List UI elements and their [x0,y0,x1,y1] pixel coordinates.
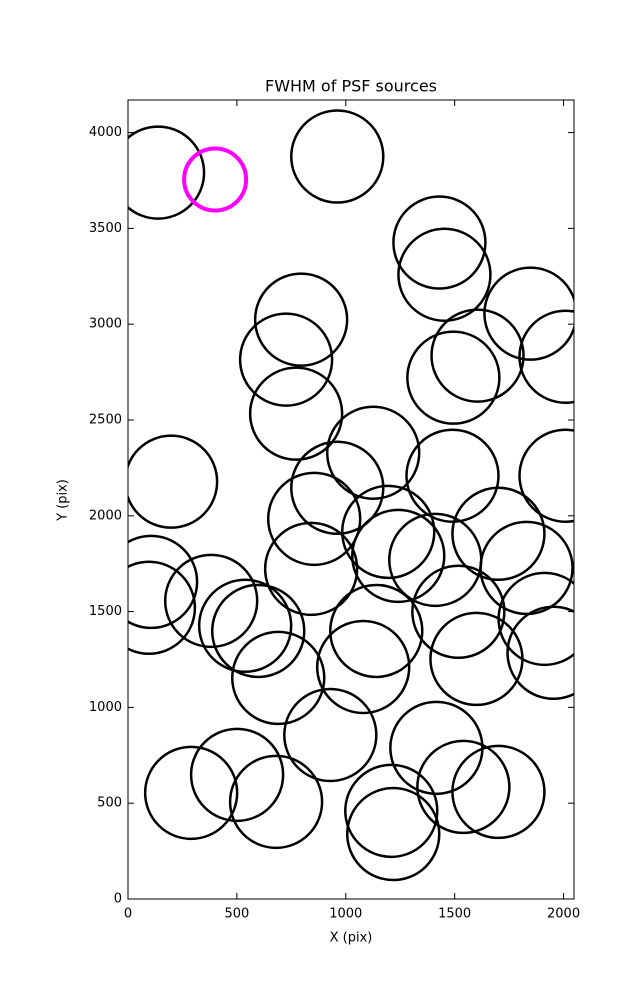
source-circle [231,630,326,726]
source-circle [406,330,501,425]
source-circle [197,578,293,674]
source-circle [405,428,500,523]
x-axis-label: X (pix) [330,931,373,946]
source-circle [430,308,525,403]
y-tick-label: 3000 [89,317,122,332]
y-tick-label: 2000 [89,508,122,523]
source-circle [429,611,524,707]
source-circle [506,605,574,701]
source-circle [189,727,285,823]
source-circle [210,583,306,679]
source-circle [253,272,349,367]
source-circle [340,484,436,580]
y-tick-label: 0 [114,892,122,907]
source-circle [451,744,546,840]
source-circle [325,405,421,500]
source-circle [451,486,546,582]
source-circle [411,564,506,660]
source-circle [392,195,487,290]
source-circle [483,266,574,361]
y-tick-label: 1000 [89,700,122,715]
x-tick-label: 2000 [547,907,580,922]
y-tick-label: 1500 [89,604,122,619]
source-circle [128,434,219,529]
source-circle [416,739,511,835]
source-circle [228,754,324,850]
x-tick-label: 500 [224,907,249,922]
chart-title: FWHM of PSF sources [265,77,437,96]
source-circle [345,786,441,882]
source-circle [518,309,574,404]
source-circle [518,428,574,523]
source-circle [315,619,411,715]
source-circle [344,763,439,859]
y-tick-label: 2500 [89,412,122,427]
source-circle [283,687,378,783]
plot-area [128,109,574,882]
x-tick-label: 1500 [438,907,471,922]
source-circle [128,125,206,220]
source-circle [329,583,424,679]
source-circle [128,534,199,630]
source-circle [266,471,362,567]
source-circle [143,745,239,841]
source-circle [248,366,344,461]
source-circle [163,553,259,649]
source-circle [263,521,359,617]
x-tick-label: 1000 [329,907,362,922]
y-axis-label: Y (pix) [56,479,71,522]
source-circle [182,146,249,213]
source-circle [479,520,574,616]
source-circle [351,508,446,604]
y-tick-label: 3500 [89,221,122,236]
x-tick-label: 0 [124,907,132,922]
source-circle [238,312,334,407]
source-circle [290,109,385,204]
source-circle [397,227,492,322]
source-circle [290,440,385,536]
y-tick-label: 4000 [89,125,122,140]
axes-frame [127,99,575,900]
source-circle [128,560,197,655]
y-tick-label: 500 [97,796,122,811]
